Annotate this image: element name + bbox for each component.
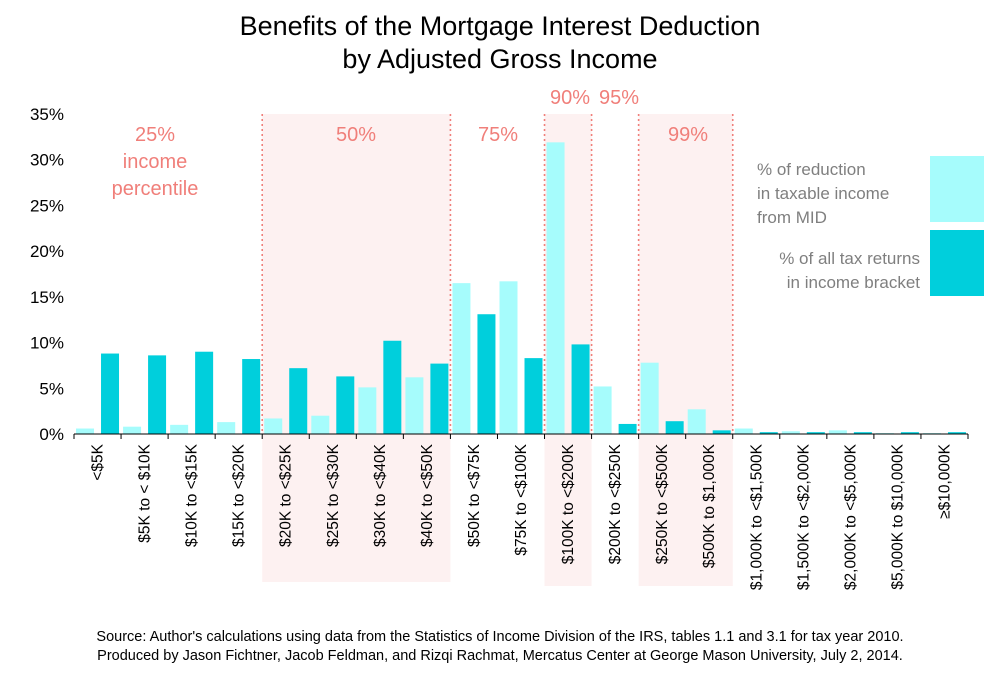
x-category-label: <$5K <box>90 443 107 480</box>
bar-returns-share <box>289 368 308 434</box>
percentile-divider-layer <box>261 114 734 434</box>
x-category-label: $250K to <$500K <box>654 443 671 564</box>
x-category-label: $2,000K to <$5,000K <box>842 443 859 590</box>
x-category-label: $75K to <$100K <box>513 443 530 555</box>
x-category-label: $1,000K to <$1,500K <box>748 443 765 590</box>
bar-returns-share <box>336 376 355 434</box>
bar-mid-share <box>781 431 800 434</box>
percentile-shade-layer <box>262 114 733 586</box>
y-tick-label: 0% <box>39 425 64 444</box>
bar-mid-share <box>499 281 518 434</box>
bar-mid-share <box>264 418 283 434</box>
y-tick-label: 30% <box>30 151 64 170</box>
bar-mid-share <box>123 426 142 434</box>
bar-returns-share <box>759 432 778 434</box>
bar-returns-share <box>477 314 496 434</box>
x-category-label: $5,000K to $10,000K <box>889 443 906 589</box>
x-category-label: $50K to <$75K <box>466 443 483 547</box>
bar-returns-share <box>101 353 120 434</box>
label-layer: 25% income percentile 50% 75% 90% 95% 99% <box>112 87 709 200</box>
chart-title-line-2: by Adjusted Gross Income <box>342 44 658 74</box>
bar-mid-share <box>687 409 706 434</box>
x-category-label: $500K to $1,000K <box>701 443 718 568</box>
axis-layer: 0% 5% 10% 15% 20% 25% 30% 35% <$5K $5K to < $10K $… <box>30 105 969 590</box>
legend-swatch-returns <box>930 230 984 296</box>
x-category-label: ≥$10,000K <box>936 443 953 519</box>
bar-returns-share <box>524 358 543 434</box>
x-category-label: $40K to <$50K <box>419 443 436 547</box>
x-category-label: $1,500K to <$2,000K <box>795 443 812 590</box>
bar-returns-share <box>430 363 449 434</box>
x-category-label: $100K to <$200K <box>560 443 577 564</box>
bar-returns-share <box>195 351 214 434</box>
source-note: Source: Author's calculations using data… <box>96 629 904 645</box>
percentile-label: 90% <box>550 87 590 109</box>
x-category-label: $200K to <$250K <box>607 443 624 564</box>
bar-mid-share <box>546 142 565 435</box>
y-tick-label: 10% <box>30 334 64 353</box>
bar-returns-share <box>712 430 731 434</box>
x-category-label: $25K to <$30K <box>325 443 342 547</box>
bar-mid-share <box>640 362 659 434</box>
bar-returns-share <box>806 432 825 434</box>
chart-title: Benefits of the Mortgage Interest Deduct… <box>0 10 1000 76</box>
bar-mid-share <box>593 386 612 434</box>
bar-returns-share <box>853 432 872 434</box>
x-category-label: $15K to <$20K <box>231 443 248 547</box>
y-tick-label: 20% <box>30 242 64 261</box>
bar-mid-share <box>405 377 424 434</box>
percentile-label: 50% <box>336 124 376 146</box>
x-category-label: $10K to <$15K <box>184 443 201 547</box>
bar-returns-share <box>383 340 402 434</box>
percentile-label: 99% <box>668 124 708 146</box>
bar-returns-share <box>665 421 684 434</box>
x-category-label: $5K to < $10K <box>137 443 154 542</box>
y-tick-label: 15% <box>30 288 64 307</box>
x-category-label: $30K to <$40K <box>372 443 389 547</box>
y-tick-label: 25% <box>30 196 64 215</box>
bar-mid-share <box>452 283 471 434</box>
bar-mid-share <box>170 424 189 434</box>
bar-mid-share <box>828 430 847 434</box>
bar-returns-share <box>618 423 637 434</box>
bar-mid-share <box>311 415 330 434</box>
credit-note: Produced by Jason Fichtner, Jacob Feldma… <box>97 648 903 664</box>
bar-returns-share <box>148 355 167 434</box>
bar-mid-share <box>76 428 95 434</box>
chart-plot: 0% 5% 10% 15% 20% 25% 30% 35% <$5K $5K to < $10K $… <box>30 87 984 590</box>
x-category-label: $20K to <$25K <box>278 443 295 547</box>
bar-returns-share <box>900 432 919 434</box>
percentile-label: 75% <box>478 124 518 146</box>
bar-mid-share <box>734 428 753 434</box>
bar-mid-share <box>217 422 236 434</box>
percentile-shade-3 <box>638 114 733 586</box>
chart-title-line-1: Benefits of the Mortgage Interest Deduct… <box>239 11 761 41</box>
legend: % of reduction in taxable income from MID%… <box>757 156 984 296</box>
y-tick-label: 35% <box>30 105 64 124</box>
legend-label-returns: % of all tax returns in income bracket <box>779 249 920 292</box>
bar-returns-share <box>242 359 261 434</box>
percentile-label: 95% <box>599 87 639 109</box>
percentile-shade-1 <box>262 114 451 582</box>
legend-swatch-mid <box>930 156 984 222</box>
bar-mid-share <box>358 387 377 434</box>
bar-layer <box>76 142 966 435</box>
percentile-label: 25% income percentile <box>112 124 199 200</box>
legend-label-mid: % of reduction in taxable income from MID <box>757 160 889 227</box>
y-tick-label: 5% <box>39 379 64 398</box>
bar-returns-share <box>947 432 966 434</box>
bar-returns-share <box>571 344 590 434</box>
